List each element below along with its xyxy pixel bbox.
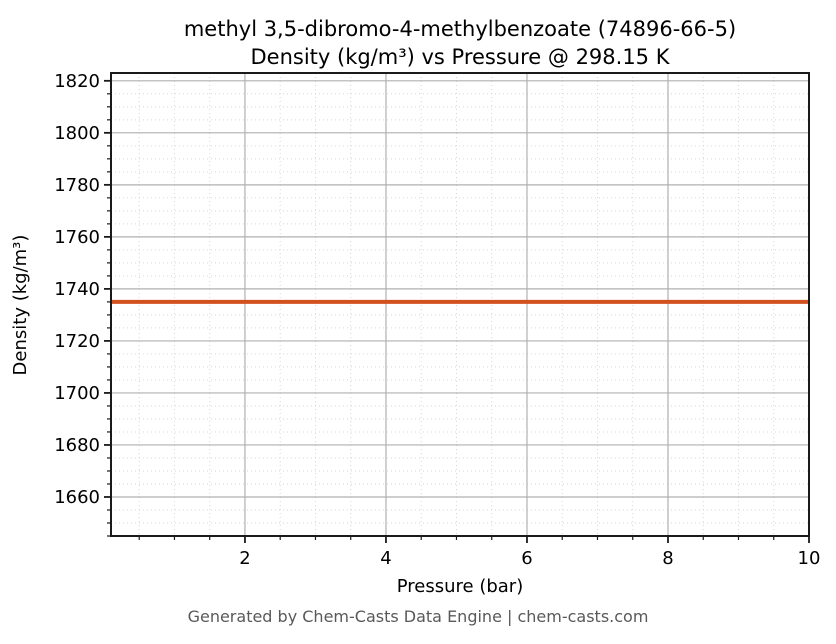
x-tick-label: 2 bbox=[239, 548, 250, 569]
tick-labels-layer: 2 4 6 8 10 1660 1680 1700 1720 1740 1760 1780 1800 18… bbox=[54, 71, 820, 569]
y-tick-label: 1780 bbox=[54, 175, 100, 196]
x-axis-label: Pressure (bar) bbox=[397, 576, 523, 597]
y-axis-label: Density (kg/m³) bbox=[10, 235, 31, 376]
y-tick-label: 1820 bbox=[54, 71, 100, 92]
y-tick-label: 1800 bbox=[54, 123, 100, 144]
y-tick-label: 1660 bbox=[54, 487, 100, 508]
x-tick-label: 10 bbox=[798, 548, 821, 569]
x-tick-label: 6 bbox=[521, 548, 532, 569]
x-tick-label: 4 bbox=[380, 548, 391, 569]
y-tick-label: 1720 bbox=[54, 331, 100, 352]
y-tick-label: 1760 bbox=[54, 227, 100, 248]
y-tick-label: 1680 bbox=[54, 435, 100, 456]
gridlines-layer bbox=[111, 73, 810, 537]
chart-title-line2: Density (kg/m³) vs Pressure @ 298.15 K bbox=[250, 45, 670, 69]
y-tick-label: 1740 bbox=[54, 279, 100, 300]
axes-frame-layer bbox=[104, 72, 810, 543]
chart-title-line1: methyl 3,5-dibromo-4-methylbenzoate (748… bbox=[184, 17, 736, 41]
x-tick-label: 8 bbox=[662, 548, 673, 569]
footer-credit: Generated by Chem-Casts Data Engine | ch… bbox=[188, 607, 649, 626]
y-tick-label: 1700 bbox=[54, 383, 100, 404]
axes-frame bbox=[110, 72, 810, 537]
